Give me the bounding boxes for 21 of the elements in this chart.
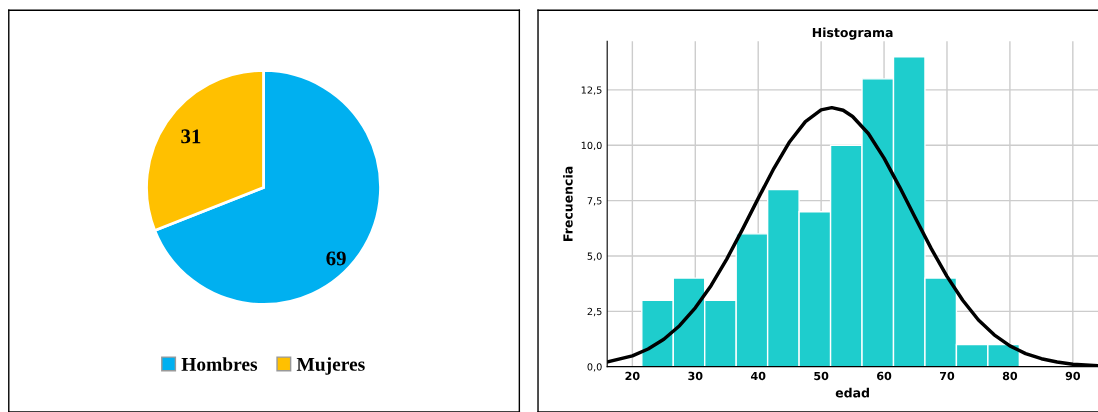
y-tick-label: 0,0 [587,363,602,372]
x-axis-title: edad [835,387,869,398]
chart-title: Histograma [812,27,893,40]
x-tick-label: 30 [688,371,703,381]
x-tick-label: 40 [750,371,766,381]
x-tick-label: 20 [625,371,640,381]
data-label: 69 [326,251,346,266]
legend-label: Mujeres [296,357,365,375]
y-tick-label: 10,0 [581,141,602,151]
x-tick-label: 50 [814,371,829,381]
y-tick-label: 5,0 [587,252,602,261]
data-label: 31 [181,129,201,144]
y-tick-label: 2,5 [587,307,602,317]
y-tick-label: 7,5 [587,197,602,206]
x-tick-label: 70 [939,371,955,381]
y-tick-label: 12,5 [581,86,602,95]
x-tick-label: 80 [1002,371,1018,381]
x-tick-label: 60 [877,371,892,381]
legend-label: Hombres [181,357,258,371]
y-axis-title: Frecuencia [563,166,573,241]
x-tick-label: 90 [1065,371,1081,381]
